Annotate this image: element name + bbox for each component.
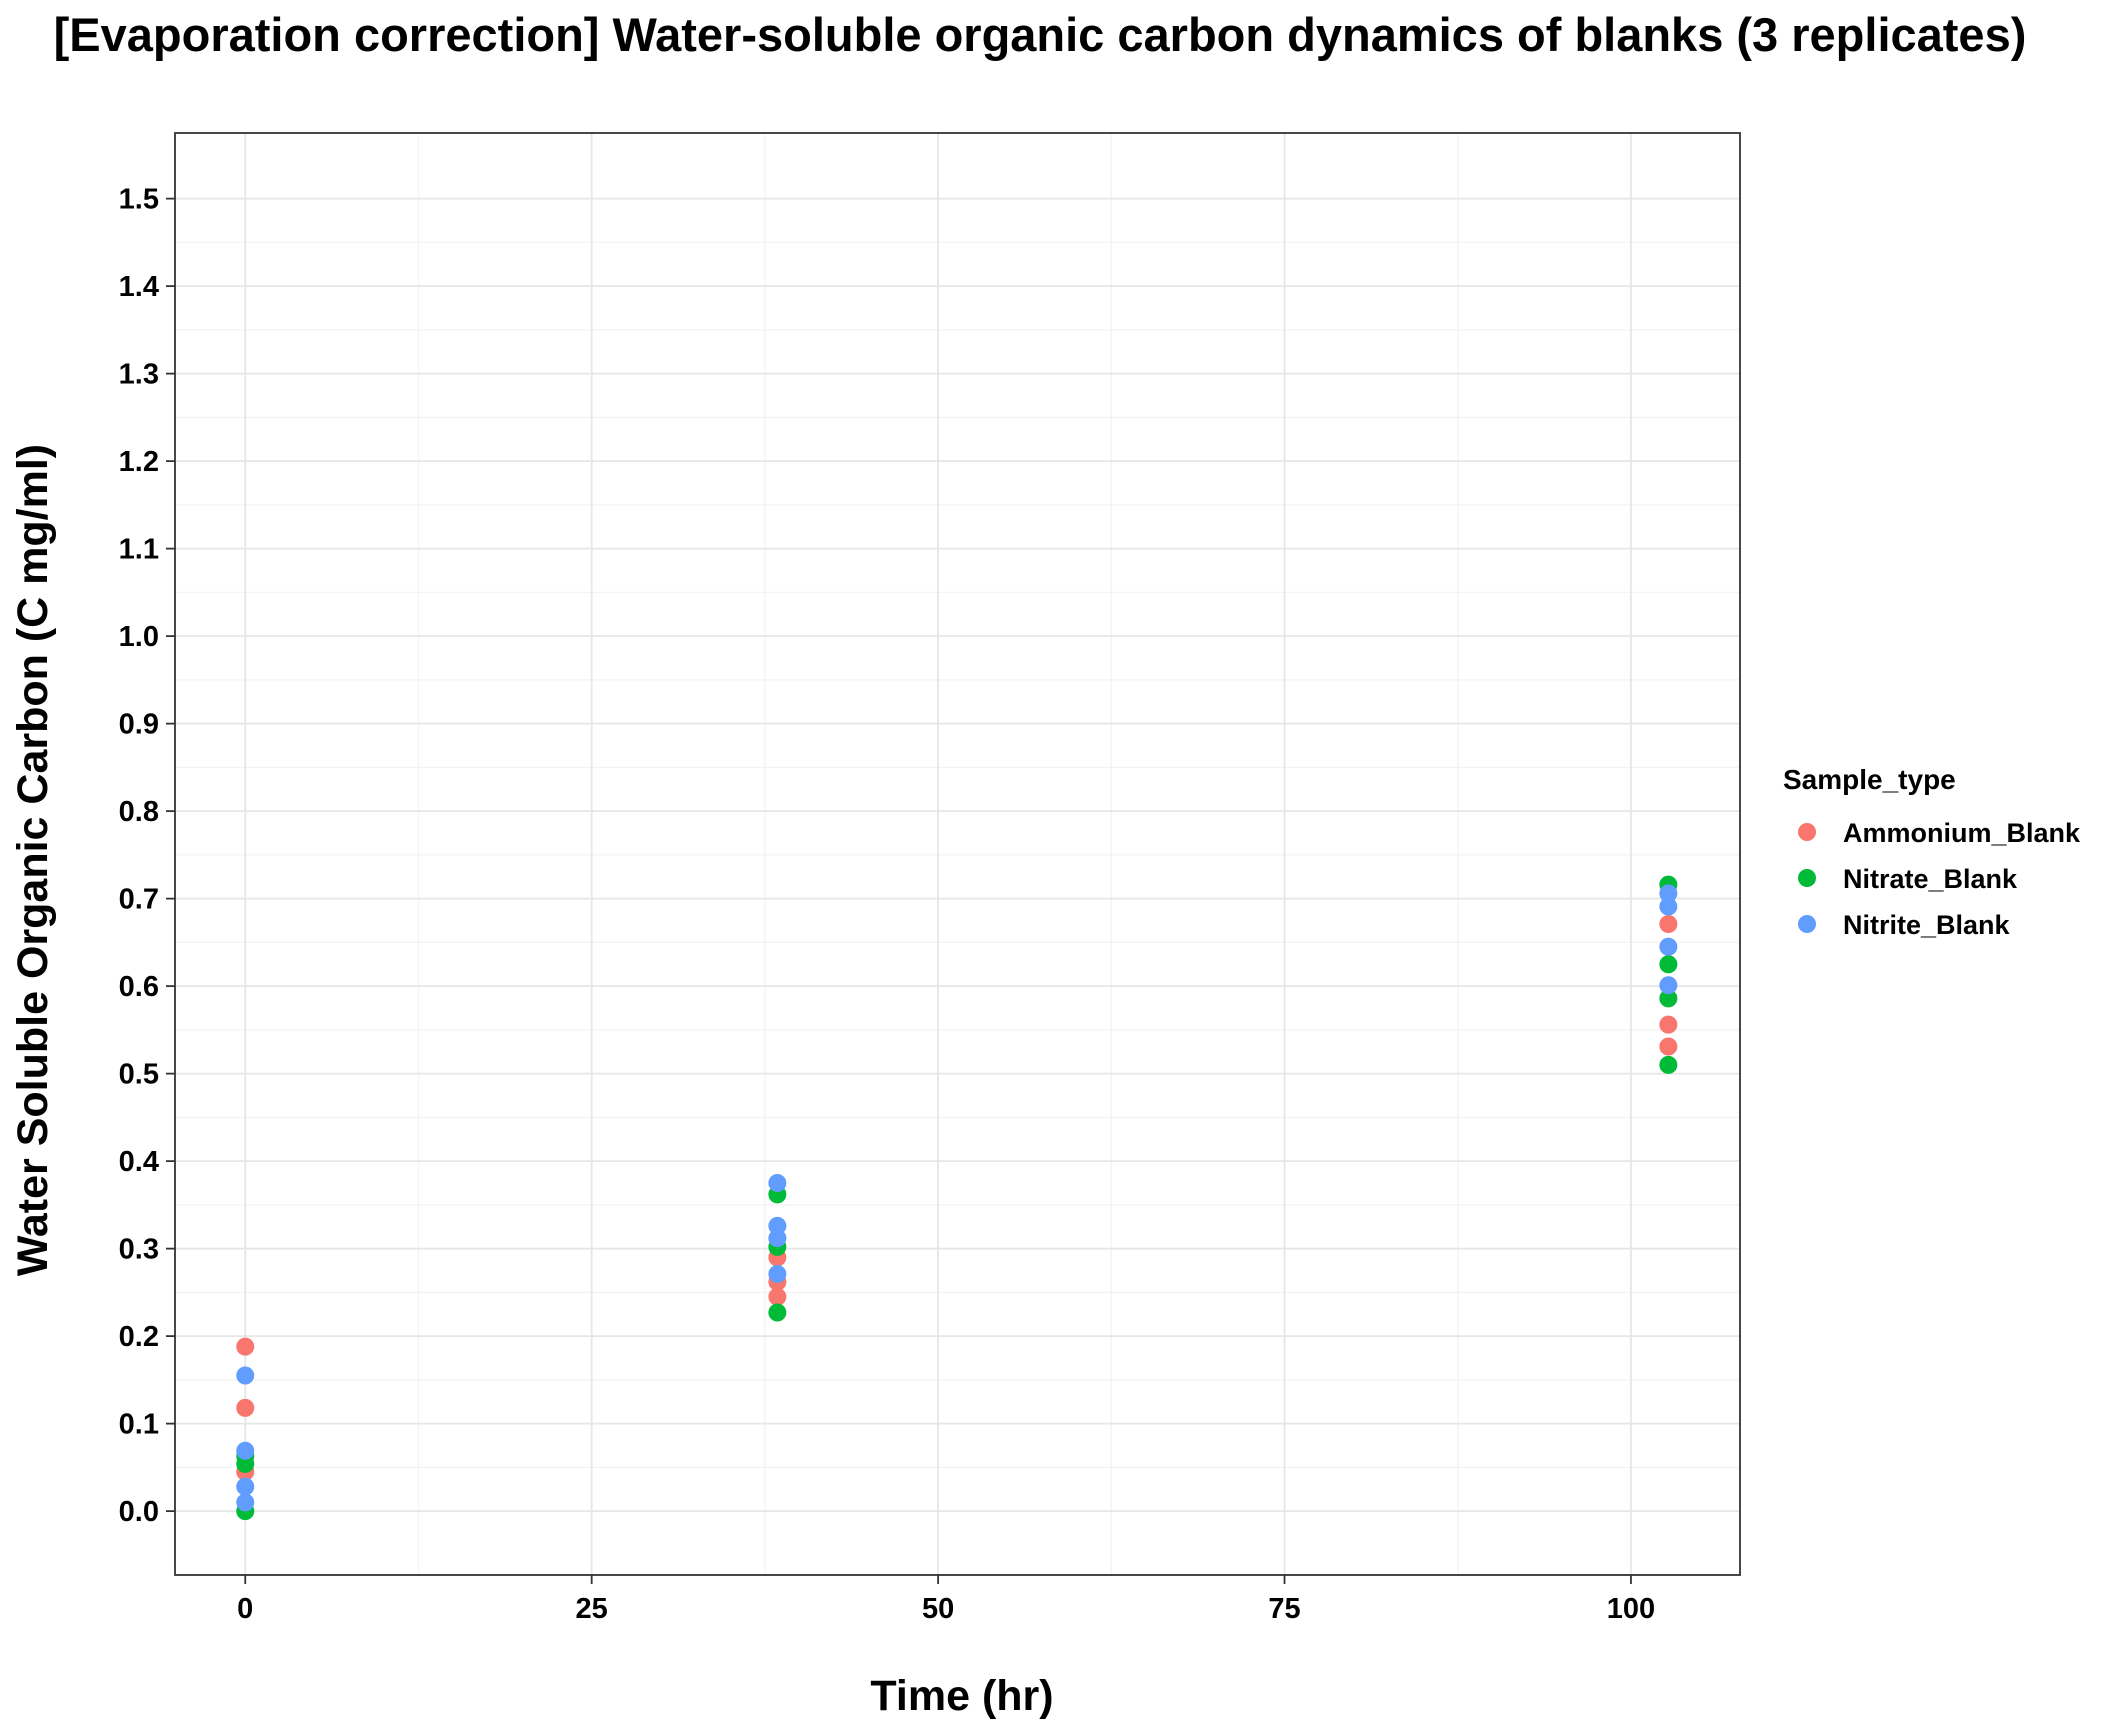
point-nitrate-blank: [236, 1454, 255, 1473]
y-tick-label: 1.2: [119, 446, 159, 478]
y-axis: 0.0 0.1 0.2 0.3 0.4 0.5 0.6 0.7 0.8 0.9 1.0 1.1 1.2 1…: [119, 184, 175, 1528]
y-tick-label: 0.8: [119, 796, 159, 828]
point-ammonium-blank: [1659, 1015, 1678, 1034]
point-nitrite-blank: [768, 1174, 787, 1192]
legend-key-nitrite-blank: [1798, 915, 1816, 933]
data-points: [236, 875, 1678, 1521]
y-tick-label: 0.0: [119, 1496, 159, 1528]
x-tick-label: 25: [576, 1593, 608, 1625]
y-tick-label: 0.4: [119, 1146, 159, 1178]
x-axis: 0 25 50 75 100: [237, 1575, 1655, 1625]
y-tick-label: 0.9: [119, 709, 159, 741]
legend-label-ammonium-blank: Ammonium_Blank: [1843, 818, 2081, 848]
point-nitrite-blank: [1659, 884, 1678, 903]
y-tick-label: 1.1: [119, 534, 159, 566]
legend-label-nitrite-blank: Nitrite_Blank: [1843, 910, 2011, 940]
chart-title: [Evaporation correction] Water-soluble o…: [54, 8, 2027, 61]
point-ammonium-blank: [236, 1337, 255, 1356]
point-nitrite-blank: [768, 1265, 787, 1283]
y-tick-label: 0.1: [119, 1409, 159, 1441]
legend-key-ammonium-blank: [1798, 823, 1816, 841]
y-tick-label: 1.3: [119, 359, 159, 391]
y-tick-label: 1.5: [119, 184, 159, 216]
point-nitrate-blank: [768, 1303, 787, 1322]
y-tick-label: 0.7: [119, 884, 159, 916]
point-nitrite-blank: [768, 1229, 787, 1248]
point-nitrite-blank: [1659, 897, 1678, 916]
plot-background: [175, 133, 1740, 1575]
y-tick-label: 0.5: [119, 1059, 159, 1091]
legend-title: Sample_type: [1783, 764, 1956, 795]
point-nitrate-blank: [1659, 955, 1678, 974]
y-tick-label: 0.2: [119, 1321, 159, 1353]
x-axis-title: Time (hr): [870, 1672, 1053, 1720]
x-tick-label: 100: [1607, 1593, 1655, 1625]
x-tick-label: 0: [237, 1593, 253, 1625]
y-tick-label: 0.6: [119, 971, 159, 1003]
x-tick-label: 75: [1268, 1593, 1300, 1625]
y-tick-label: 1.4: [119, 271, 159, 303]
point-ammonium-blank: [1659, 915, 1678, 933]
point-ammonium-blank: [236, 1398, 255, 1417]
point-nitrate-blank: [1659, 989, 1678, 1008]
point-nitrite-blank: [236, 1493, 255, 1512]
legend-label-nitrate-blank: Nitrate_Blank: [1843, 864, 2018, 894]
point-ammonium-blank: [768, 1287, 787, 1306]
y-axis-title: Water Soluble Organic Carbon (C mg/ml): [9, 444, 57, 1276]
y-tick-label: 0.3: [119, 1234, 159, 1266]
point-nitrite-blank: [1659, 937, 1678, 956]
grid: [175, 133, 1740, 1575]
point-nitrite-blank: [236, 1477, 255, 1496]
point-nitrite-blank: [1659, 976, 1678, 995]
legend: Sample_type Ammonium_Blank Nitrate_Blank N…: [1783, 764, 2081, 940]
legend-key-nitrate-blank: [1798, 869, 1816, 887]
x-tick-label: 50: [922, 1593, 954, 1625]
point-ammonium-blank: [1659, 1037, 1678, 1056]
point-nitrate-blank: [1659, 1055, 1678, 1074]
y-tick-label: 1.0: [119, 621, 159, 653]
plot-border: [174, 132, 1741, 1576]
point-nitrite-blank: [236, 1366, 255, 1385]
point-nitrite-blank: [236, 1441, 255, 1460]
